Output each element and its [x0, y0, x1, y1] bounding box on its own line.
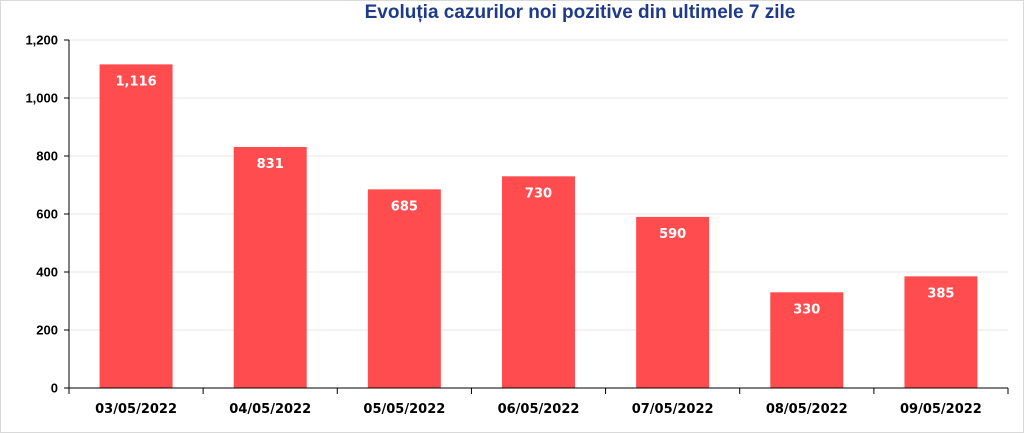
bar [502, 176, 575, 388]
y-tick-label: 400 [36, 265, 58, 280]
x-tick-label: 05/05/2022 [363, 402, 445, 417]
bar [904, 276, 978, 388]
x-tick-label: 08/05/2022 [766, 402, 848, 417]
data-label: 1,116 [116, 74, 157, 89]
x-tick-label: 07/05/2022 [632, 402, 714, 417]
y-tick-label: 800 [36, 149, 58, 164]
data-label: 730 [525, 186, 552, 201]
data-label: 590 [659, 227, 686, 242]
axes [64, 39, 1009, 394]
bars [99, 64, 978, 389]
x-tick-label: 04/05/2022 [229, 402, 311, 417]
x-tick-labels: 03/05/2022 04/05/2022 05/05/2022 06/05/2022… [95, 402, 982, 417]
y-tick-label: 0 [51, 381, 58, 396]
bar [770, 292, 844, 388]
data-label: 330 [793, 302, 820, 317]
data-labels: 1,116 831 685 730 590 330 385 [116, 74, 955, 317]
y-tick-label: 200 [36, 323, 58, 338]
bar [636, 216, 710, 388]
x-tick-label: 06/05/2022 [498, 402, 580, 417]
y-tick-label: 600 [36, 207, 58, 222]
x-tick-label: 09/05/2022 [900, 402, 982, 417]
bar [367, 189, 441, 388]
y-tick-label: 1,000 [25, 91, 58, 106]
y-tick-label: 1,200 [25, 33, 58, 48]
data-label: 831 [257, 157, 284, 172]
bar [99, 64, 173, 389]
bar [233, 147, 307, 388]
data-label: 685 [391, 199, 418, 214]
y-tick-labels: 0 200 400 600 800 1,000 1,200 [25, 33, 58, 396]
x-tick-label: 03/05/2022 [95, 402, 177, 417]
data-label: 385 [927, 286, 954, 301]
chart-title: Evoluția cazurilor noi pozitive din ulti… [364, 2, 796, 23]
